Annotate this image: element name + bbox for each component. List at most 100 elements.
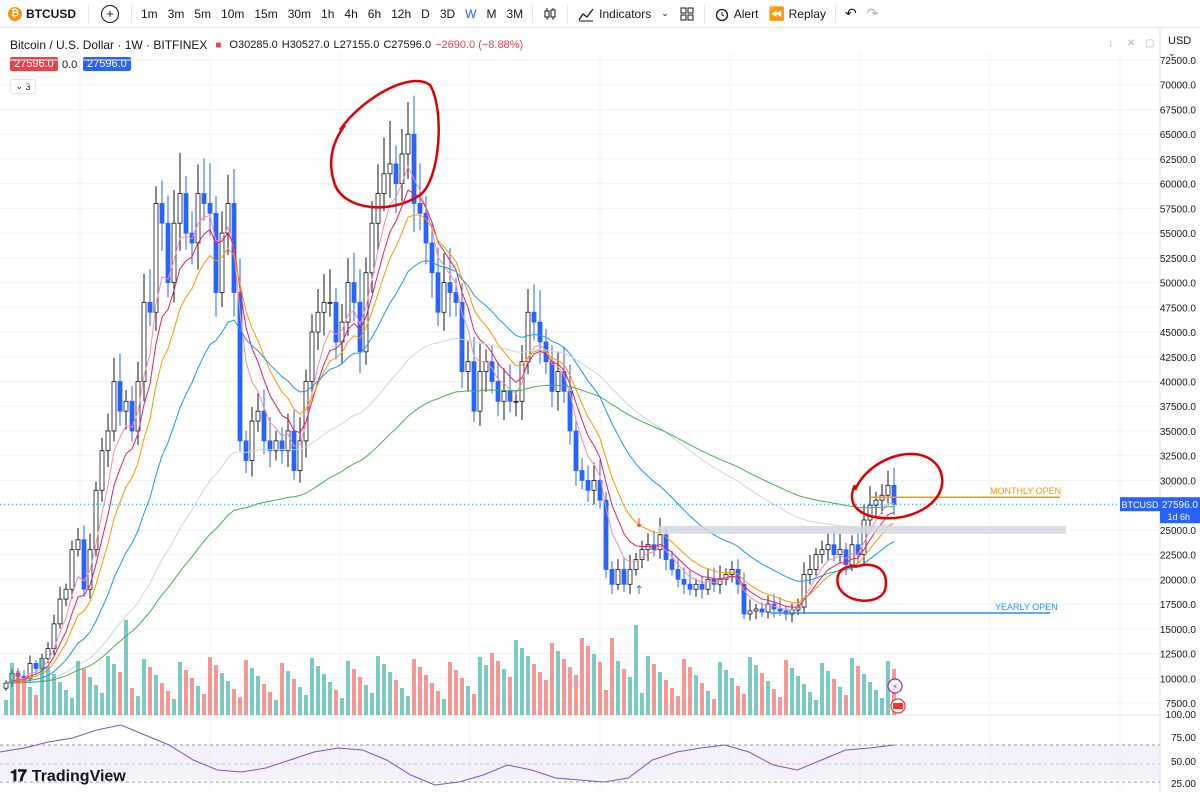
candle — [327, 301, 333, 304]
lightning-event-icon[interactable] — [887, 678, 903, 694]
interval-12h[interactable]: 12h — [391, 6, 412, 21]
volume-bar — [184, 670, 188, 715]
candle — [891, 484, 897, 505]
volume-bar — [838, 687, 842, 715]
candle — [495, 381, 501, 402]
volume-bar — [64, 690, 68, 715]
volume-bar — [148, 667, 152, 715]
volume-bar — [850, 658, 854, 715]
volume-bar — [412, 659, 416, 715]
candle — [615, 569, 621, 585]
interval-w[interactable]: W — [465, 6, 477, 21]
candle — [759, 608, 765, 613]
undo-button[interactable]: ↶ — [840, 0, 862, 27]
pane-restore-icon[interactable]: ▢ — [1145, 38, 1155, 49]
interval-3m[interactable]: 3m — [167, 6, 185, 21]
volume-bar — [208, 657, 212, 715]
ohlc-low: L27155.0 — [333, 39, 380, 51]
layouts-button[interactable] — [674, 0, 700, 27]
spread-value: 0.0 — [62, 59, 78, 71]
volume-bar — [244, 660, 248, 715]
interval-5m[interactable]: 5m — [194, 6, 212, 21]
volume-bar — [376, 656, 380, 715]
ema-fast-line — [5, 165, 895, 684]
volume-bar — [502, 669, 506, 715]
candle — [813, 554, 819, 570]
indicators-button[interactable]: Indicators ⌄ — [572, 0, 674, 27]
volume-bar — [664, 680, 668, 715]
candle — [135, 381, 141, 432]
candle — [873, 499, 879, 506]
volume-bar — [604, 690, 608, 715]
toolbar-divider — [567, 4, 569, 23]
volume-bar — [136, 696, 140, 715]
candle — [429, 242, 435, 274]
sma-blue-line — [5, 260, 895, 684]
chart-type-button[interactable] — [537, 0, 563, 27]
price-axis-label: 40000.0 — [1160, 378, 1197, 389]
toolbar-divider — [834, 4, 836, 23]
volume-bar — [280, 663, 284, 715]
interval-3d[interactable]: 3D — [439, 6, 456, 21]
rsi-band — [0, 745, 1160, 780]
volume-bar — [250, 668, 254, 715]
bitcoin-icon: ₿ — [8, 6, 22, 21]
alert-button[interactable]: Alert — [709, 0, 764, 27]
redo-button[interactable]: ↷ — [862, 0, 884, 27]
price-axis-label: 55000.0 — [1160, 229, 1197, 240]
volume-bar — [220, 673, 224, 715]
markup-circle-low — [836, 563, 888, 602]
compare-add-icon[interactable]: + — [101, 4, 119, 23]
candle — [693, 583, 699, 590]
replay-button[interactable]: ⏪ Replay — [763, 0, 831, 27]
series-title: Bitcoin / U.S. Dollar · 1W · BITFINEX — [10, 38, 208, 52]
interval-3m[interactable]: 3M — [506, 6, 524, 21]
candle — [405, 133, 411, 155]
interval-30m[interactable]: 30m — [287, 6, 312, 21]
volume-bar — [106, 656, 110, 715]
pane-maximize-icon[interactable]: ✕ — [1127, 38, 1136, 49]
symbol-search-button[interactable]: ₿ BTCUSD — [0, 0, 84, 27]
volume-bar — [712, 699, 716, 715]
volume-bar — [226, 681, 230, 715]
candle — [801, 574, 807, 608]
candle — [45, 648, 51, 659]
candle — [639, 549, 645, 560]
candle — [861, 519, 867, 556]
interval-6h[interactable]: 6h — [367, 6, 382, 21]
volume-bar — [610, 638, 614, 715]
currency-selector[interactable]: USD ⌄ — [1168, 35, 1200, 59]
candle — [591, 480, 597, 491]
volume-bar — [514, 640, 518, 715]
volume-bar — [880, 698, 884, 715]
interval-1h[interactable]: 1h — [321, 6, 335, 21]
alert-label: Alert — [733, 6, 759, 21]
candle — [687, 583, 693, 590]
indicator-collapse-button[interactable]: ⌄ 3 — [10, 79, 36, 94]
interval-1m[interactable]: 1m — [141, 6, 158, 21]
interval-4h[interactable]: 4h — [344, 6, 358, 21]
price-chart[interactable]: 72500.0 70000.0 67500.0 65000.0 62500.0 60000… — [0, 28, 1200, 792]
volume-bar — [40, 658, 44, 715]
volume-bar — [826, 671, 830, 715]
interval-15m[interactable]: 15m — [254, 6, 278, 21]
volume-bar — [790, 668, 794, 715]
candle — [315, 311, 321, 333]
price-axis-label: 10000.0 — [1160, 674, 1197, 685]
candle — [699, 583, 705, 590]
last-price-tag[interactable] — [1160, 497, 1200, 524]
interval-d[interactable]: D — [421, 6, 430, 21]
volume-bar — [622, 669, 626, 715]
candle — [345, 282, 351, 323]
candle — [447, 282, 453, 293]
interval-10m[interactable]: 10m — [221, 6, 245, 21]
candle — [69, 549, 75, 590]
sma-grey-line — [5, 337, 895, 684]
interval-m[interactable]: M — [486, 6, 497, 21]
volume-bar — [586, 646, 590, 715]
candle — [285, 430, 291, 452]
candle — [159, 203, 165, 224]
volume-bar — [340, 698, 344, 715]
pane-down-icon[interactable]: ↓ — [1108, 38, 1113, 49]
volume-bar — [862, 674, 866, 715]
